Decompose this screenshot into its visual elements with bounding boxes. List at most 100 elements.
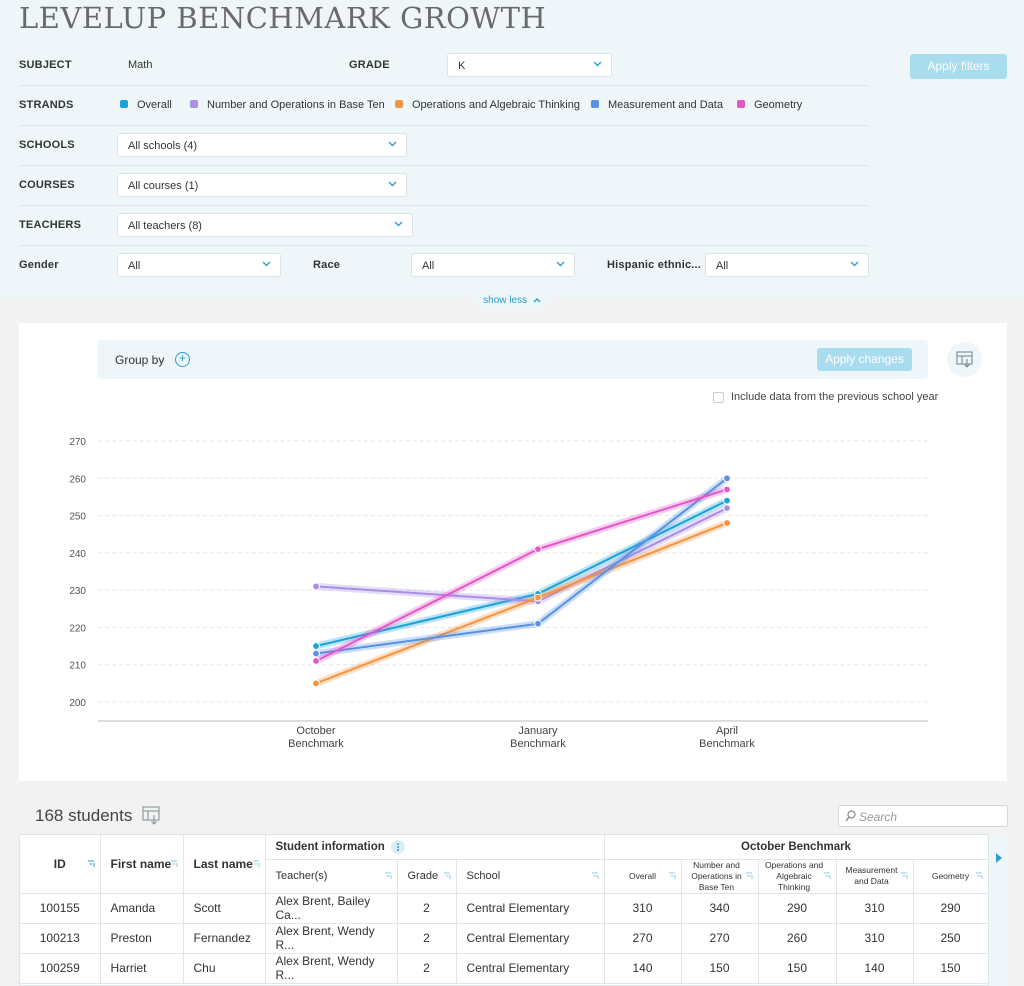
show-less-toggle[interactable]: show less	[474, 292, 550, 310]
y-tick-label: 220	[69, 623, 86, 634]
cell-school: Central Elementary	[456, 923, 605, 954]
show-less-label: show less	[483, 295, 528, 306]
sort-icon[interactable]	[745, 871, 754, 880]
grade-label: GRADE	[349, 59, 390, 71]
cell-grade: 2	[397, 893, 457, 924]
x-tick-label: Benchmark	[510, 738, 566, 750]
cell-id: 100213	[20, 923, 101, 954]
export-table-icon[interactable]	[947, 342, 982, 377]
teachers-select[interactable]: All teachers (8)	[117, 213, 413, 237]
column-group-october-benchmark: October Benchmark	[604, 835, 988, 860]
subject-value: Math	[128, 59, 153, 71]
table-row[interactable]: 100213 Preston Fernandez Alex Brent, Wen…	[20, 923, 988, 954]
cell-number-operations: 340	[681, 893, 759, 924]
schools-select[interactable]: All schools (4)	[117, 133, 407, 157]
table-row[interactable]: 100259 Harriet Chu Alex Brent, Wendy R..…	[20, 953, 988, 984]
column-header-grade[interactable]: Grade	[397, 859, 457, 894]
sort-icon[interactable]	[443, 871, 452, 880]
scroll-right-arrow[interactable]	[989, 834, 1009, 986]
column-header-measurement-data[interactable]: Measurement and Data	[836, 859, 914, 894]
cell-geometry: 250	[913, 923, 988, 954]
sort-icon[interactable]	[252, 859, 261, 868]
x-tick-label: April	[716, 725, 738, 737]
chevron-down-icon	[388, 139, 397, 148]
strand-geometry[interactable]: Geometry	[737, 99, 802, 111]
data-point	[723, 504, 731, 513]
group-by-bar: Group by + Apply changes	[98, 340, 928, 379]
series-line	[315, 522, 728, 685]
benchmark-line-chart: 200210220230240250260270OctoberBenchmark…	[69, 437, 928, 750]
strand-measurement-data[interactable]: Measurement and Data	[591, 99, 723, 111]
gender-select-value: All	[128, 260, 141, 272]
sort-icon[interactable]	[87, 859, 96, 868]
column-header-operations-algebraic[interactable]: Operations and Algebraic Thinking	[758, 859, 837, 894]
cell-first-name: Harriet	[100, 953, 184, 984]
data-point	[534, 619, 542, 628]
y-tick-label: 200	[69, 698, 86, 709]
cell-overall: 310	[604, 893, 682, 924]
chevron-down-icon	[262, 259, 271, 268]
teachers-select-value: All teachers (8)	[128, 220, 202, 232]
gender-select[interactable]: All	[117, 253, 281, 277]
cell-grade: 2	[397, 923, 457, 954]
cell-last-name: Fernandez	[183, 923, 266, 954]
legend-swatch	[190, 100, 198, 108]
column-header-last-name[interactable]: Last name	[183, 835, 266, 894]
column-header-id[interactable]: ID	[20, 835, 101, 894]
cell-geometry: 290	[913, 893, 988, 924]
cell-operations-algebraic: 150	[758, 953, 837, 984]
apply-filters-button[interactable]: Apply filters	[910, 54, 1007, 79]
data-point	[312, 582, 320, 591]
sort-icon[interactable]	[591, 871, 600, 880]
strand-number-operations[interactable]: Number and Operations in Base Ten	[190, 99, 385, 111]
cell-measurement-data: 310	[836, 923, 914, 954]
cell-teachers: Alex Brent, Wendy R...	[265, 953, 398, 984]
legend-swatch	[591, 100, 599, 108]
export-students-icon[interactable]	[142, 806, 161, 830]
race-select-value: All	[422, 260, 435, 272]
sort-icon[interactable]	[668, 871, 677, 880]
legend-swatch	[120, 100, 128, 108]
grade-select[interactable]: K	[447, 53, 612, 77]
sort-icon[interactable]	[975, 871, 984, 880]
sort-icon[interactable]	[170, 859, 179, 868]
cell-first-name: Amanda	[100, 893, 184, 924]
sort-icon[interactable]	[384, 871, 393, 880]
column-header-school[interactable]: School	[456, 859, 605, 894]
column-header-teachers[interactable]: Teacher(s)	[265, 859, 398, 894]
sort-icon[interactable]	[823, 871, 832, 880]
hispanic-select[interactable]: All	[705, 253, 869, 277]
data-point	[312, 657, 320, 665]
column-header-first-name[interactable]: First name	[100, 835, 184, 894]
more-options-icon[interactable]	[390, 839, 405, 854]
cell-overall: 270	[604, 923, 682, 954]
race-select[interactable]: All	[411, 253, 575, 277]
hispanic-select-value: All	[716, 260, 729, 272]
apply-changes-button[interactable]: Apply changes	[817, 348, 912, 371]
strand-overall[interactable]: Overall	[120, 99, 172, 111]
column-header-overall[interactable]: Overall	[604, 859, 682, 894]
x-tick-label: January	[518, 725, 558, 737]
x-tick-label: Benchmark	[699, 738, 755, 750]
filter-panel: LEVELUP BENCHMARK GROWTH SUBJECT Math GR…	[0, 0, 1024, 298]
column-group-student-information: Student information	[265, 835, 605, 860]
include-previous-year-checkbox[interactable]	[713, 392, 724, 403]
cell-measurement-data: 140	[836, 953, 914, 984]
strand-operations-algebraic[interactable]: Operations and Algebraic Thinking	[395, 99, 580, 111]
search-input[interactable]: Search	[838, 805, 1008, 827]
x-tick-label: Benchmark	[288, 738, 344, 750]
chevron-up-icon	[533, 298, 541, 303]
courses-select[interactable]: All courses (1)	[117, 173, 407, 197]
filter-row-teachers: TEACHERS All teachers (8)	[19, 206, 869, 246]
include-previous-year-label: Include data from the previous school ye…	[731, 391, 939, 403]
courses-select-value: All courses (1)	[128, 180, 199, 192]
y-tick-label: 270	[69, 437, 86, 448]
column-header-geometry[interactable]: Geometry	[913, 859, 988, 894]
cell-id: 100155	[20, 893, 101, 924]
column-header-number-operations[interactable]: Number and Operations in Base Ten	[681, 859, 759, 894]
data-point	[723, 474, 731, 483]
sort-icon[interactable]	[900, 871, 909, 880]
group-by-label: Group by	[115, 353, 165, 367]
add-group-icon[interactable]: +	[175, 352, 190, 367]
table-row[interactable]: 100155 Amanda Scott Alex Brent, Bailey C…	[20, 893, 988, 924]
